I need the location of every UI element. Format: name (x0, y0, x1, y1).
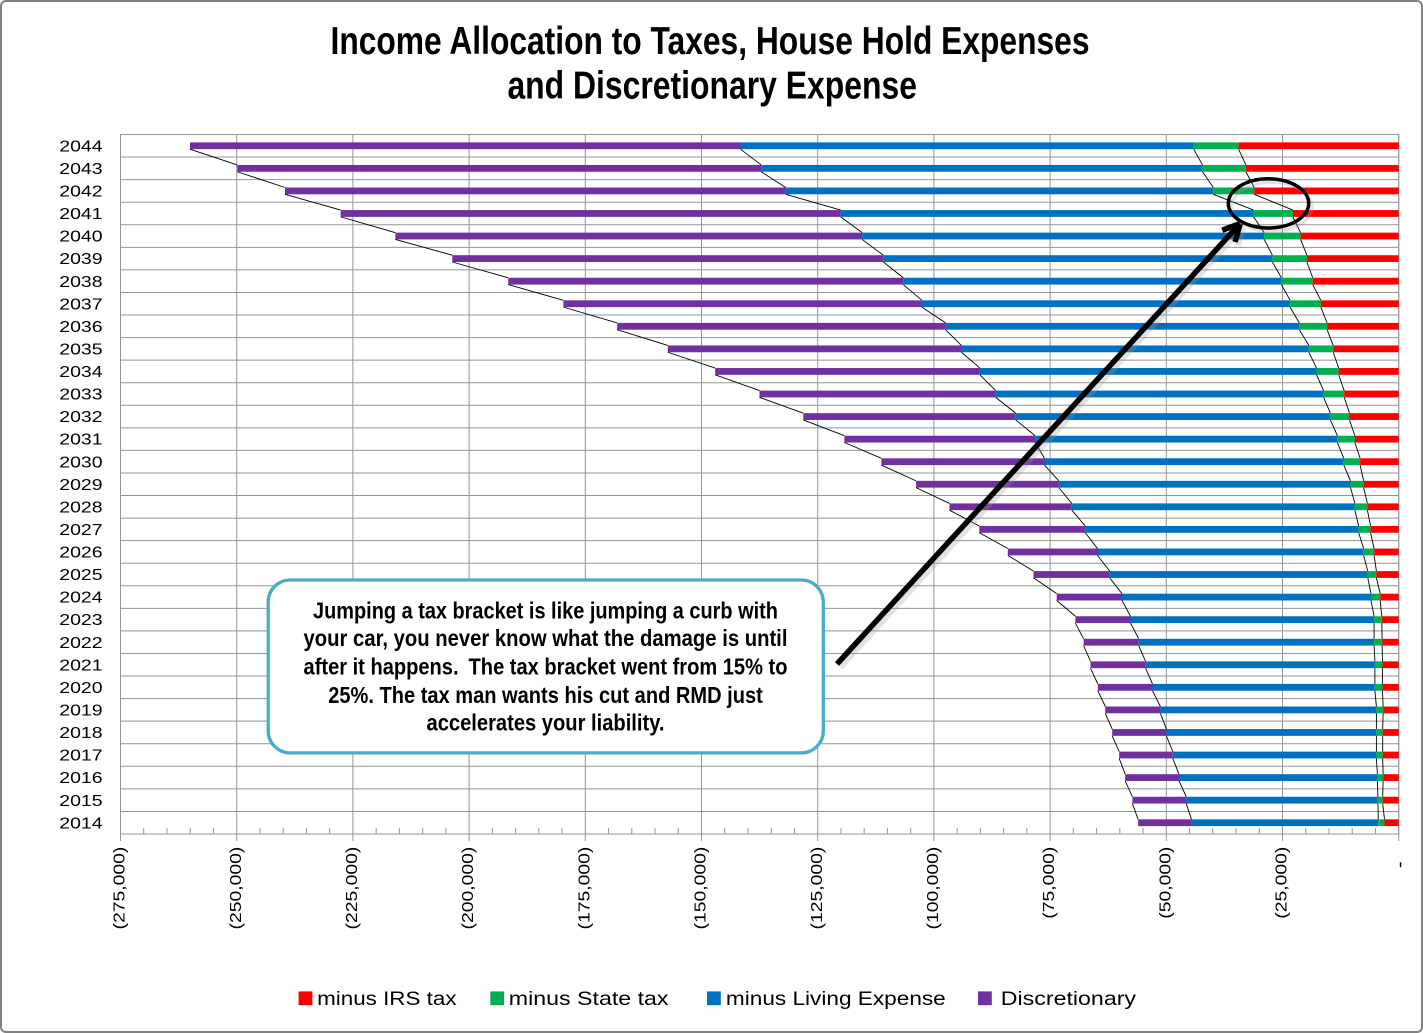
svg-text:(175,000): (175,000) (575, 847, 593, 930)
svg-text:and Discretionary Expense: and Discretionary Expense (507, 65, 917, 108)
svg-text:2030: 2030 (59, 453, 103, 471)
svg-text:minus IRS tax: minus IRS tax (317, 989, 457, 1010)
svg-text:2042: 2042 (59, 182, 102, 200)
svg-text:Jumping a tax bracket is like: Jumping a tax bracket is like jumping a … (313, 598, 778, 624)
svg-text:(25,000): (25,000) (1272, 847, 1290, 919)
svg-text:your car, you never know what: your car, you never know what the damage… (304, 625, 788, 651)
svg-text:2034: 2034 (59, 363, 103, 381)
svg-text:2044: 2044 (59, 137, 103, 155)
svg-text:(250,000): (250,000) (227, 847, 245, 930)
svg-text:(275,000): (275,000) (110, 847, 128, 930)
svg-text:2035: 2035 (59, 340, 103, 358)
svg-text:2041: 2041 (59, 205, 102, 223)
svg-text:after it happens. The tax brac: after it happens. The tax bracket went f… (304, 653, 788, 679)
svg-text:minus Living Expense: minus Living Expense (726, 989, 946, 1010)
svg-text:2015: 2015 (59, 792, 103, 810)
svg-text:2033: 2033 (59, 385, 103, 403)
svg-text:2025: 2025 (59, 566, 103, 584)
svg-text:2019: 2019 (59, 701, 102, 719)
svg-text:2028: 2028 (59, 498, 103, 516)
svg-text:2039: 2039 (59, 250, 102, 268)
svg-text:2020: 2020 (59, 679, 103, 697)
svg-text:2016: 2016 (59, 769, 103, 787)
svg-text:2018: 2018 (59, 724, 103, 742)
svg-text:Discretionary: Discretionary (1001, 989, 1137, 1010)
svg-text:2027: 2027 (59, 521, 102, 539)
svg-text:(75,000): (75,000) (1040, 847, 1058, 919)
svg-text:2031: 2031 (59, 431, 102, 449)
svg-text:2014: 2014 (59, 814, 103, 832)
svg-text:2022: 2022 (59, 634, 102, 652)
svg-text:(150,000): (150,000) (691, 847, 709, 930)
svg-text:2043: 2043 (59, 160, 103, 178)
svg-text:2023: 2023 (59, 611, 103, 629)
svg-text:2032: 2032 (59, 408, 102, 426)
svg-text:2038: 2038 (59, 273, 103, 291)
svg-text:2021: 2021 (59, 656, 102, 674)
svg-text:2040: 2040 (59, 227, 103, 245)
svg-text:2037: 2037 (59, 295, 102, 313)
svg-text:(100,000): (100,000) (924, 847, 942, 930)
svg-text:2026: 2026 (59, 543, 103, 561)
svg-text:Income Allocation to Taxes, Ho: Income Allocation to Taxes, House Hold E… (331, 20, 1090, 63)
svg-text:minus State tax: minus State tax (509, 989, 669, 1010)
svg-text:(200,000): (200,000) (459, 847, 477, 930)
svg-text:(125,000): (125,000) (808, 847, 826, 930)
svg-text:2036: 2036 (59, 318, 103, 336)
svg-text:25%. The tax man wants his cut: 25%. The tax man wants his cut and RMD j… (328, 682, 763, 708)
svg-text:(225,000): (225,000) (343, 847, 361, 930)
svg-text:accelerates your liability.: accelerates your liability. (427, 710, 665, 736)
svg-text:2017: 2017 (59, 746, 102, 764)
svg-text:(50,000): (50,000) (1156, 847, 1174, 919)
svg-text:2024: 2024 (59, 589, 103, 607)
svg-text:2029: 2029 (59, 476, 102, 494)
